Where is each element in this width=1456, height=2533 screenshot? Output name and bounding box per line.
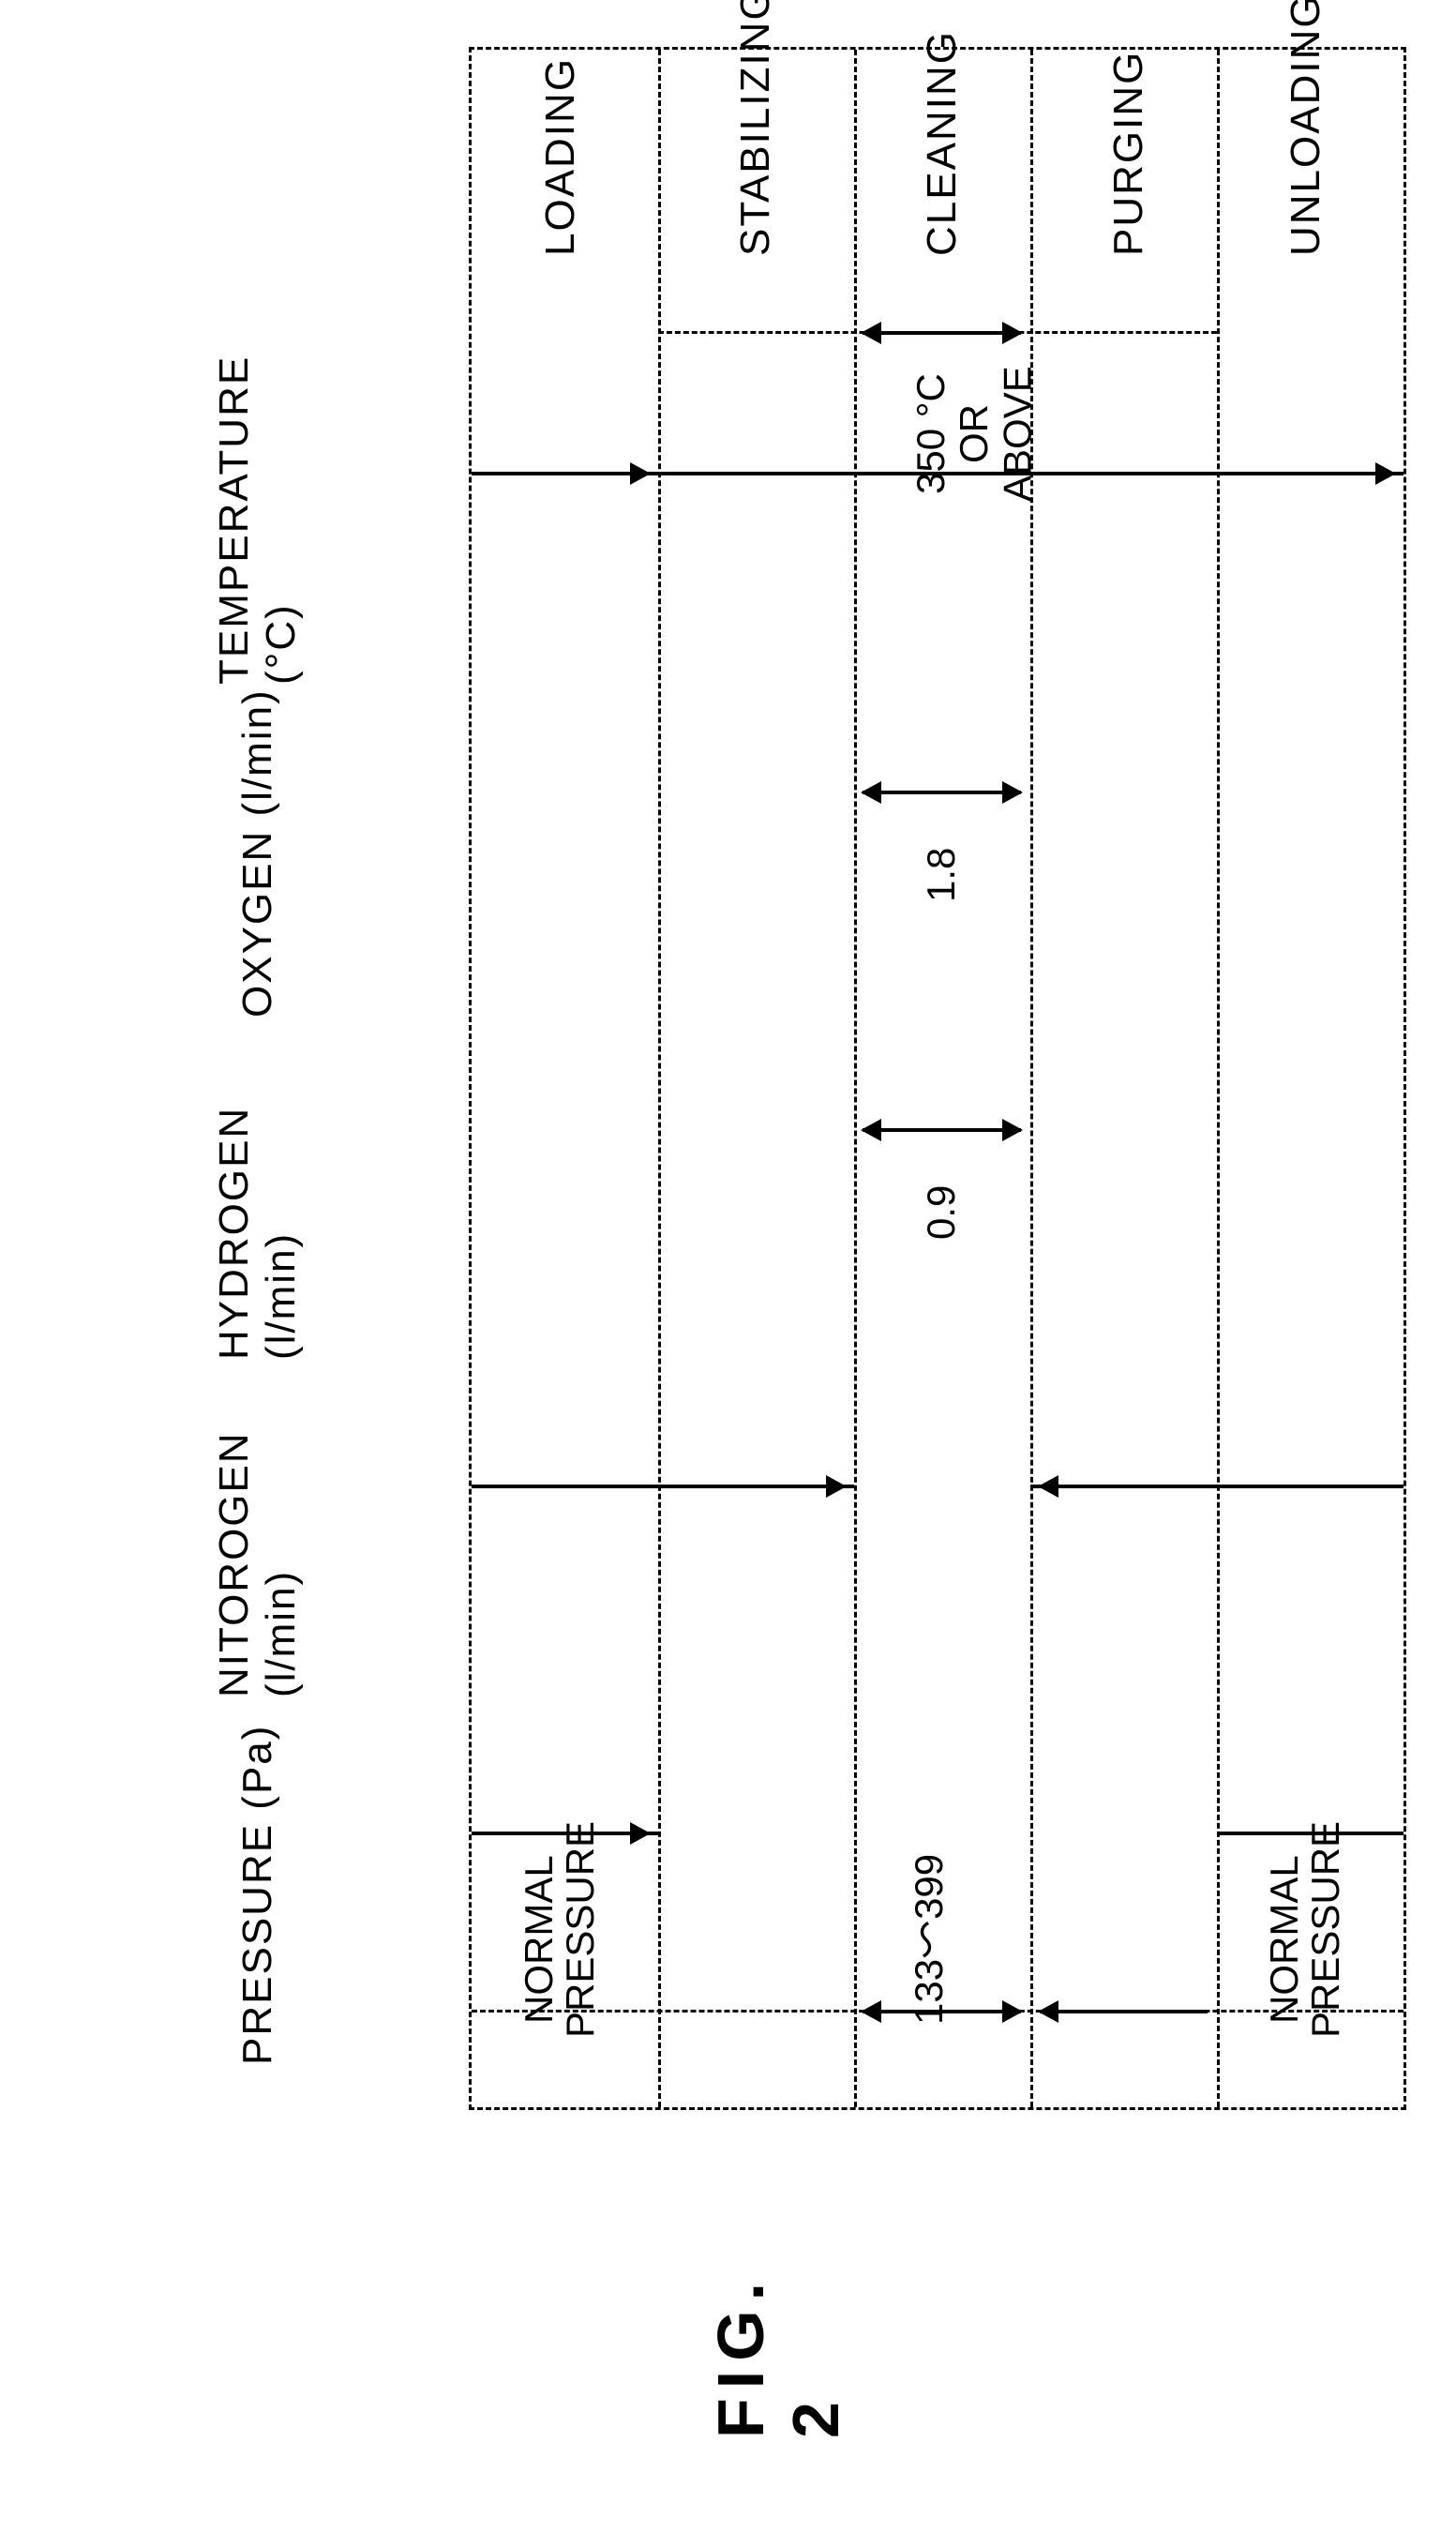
row-label-oxygen: OXYGEN (l/min) bbox=[47, 685, 469, 1022]
phase-purging: PURGING bbox=[1105, 68, 1152, 256]
phase-loading: LOADING bbox=[537, 68, 584, 256]
oxygen-cleaning-arrow bbox=[863, 791, 1021, 794]
phase-unloading: UNLOADING bbox=[1283, 68, 1329, 256]
col-divider-4 bbox=[1217, 50, 1220, 2107]
nitrogen-right-arrow bbox=[1040, 1485, 1394, 1488]
hydrogen-val: 0.9 bbox=[919, 1156, 964, 1269]
row-label-nitrogen: NITOROGEN (l/min) bbox=[47, 1360, 469, 1697]
grid-area: LOADING STABILIZING CLEANING PURGING UNL… bbox=[469, 47, 1406, 2110]
col-divider-1 bbox=[658, 50, 661, 2107]
row-label-pressure: PRESSURE (Pa) bbox=[47, 1697, 469, 2091]
oxygen-val: 1.8 bbox=[919, 819, 964, 931]
row-label-temperature: TEMPERATURE (°C) bbox=[47, 291, 469, 685]
pressure-normal-2: NORMAL PRESSURE bbox=[1264, 1841, 1346, 2038]
chart-area: TEMPERATURE (°C) OXYGEN (l/min) HYDROGEN… bbox=[47, 47, 1409, 2110]
temp-cleaning-arrow bbox=[863, 331, 1021, 335]
hydrogen-cleaning-arrow bbox=[863, 1128, 1021, 1132]
row-labels: TEMPERATURE (°C) OXYGEN (l/min) HYDROGEN… bbox=[47, 47, 469, 2110]
col-divider-2 bbox=[854, 50, 857, 2107]
cleaning-temp-text: 350 °C OR ABOVE bbox=[909, 340, 1040, 528]
pressure-normal-1: NORMAL PRESSURE bbox=[518, 1841, 601, 2038]
phase-cleaning: CLEANING bbox=[919, 68, 966, 256]
temp-loading-arrow bbox=[481, 472, 649, 475]
pressure-cleaning-val: 133～399 bbox=[900, 1841, 957, 2038]
temp-unload-arrow bbox=[1226, 472, 1394, 475]
phase-stabilizing: STABILIZING bbox=[732, 68, 779, 256]
figure-container: TEMPERATURE (°C) OXYGEN (l/min) HYDROGEN… bbox=[47, 47, 1409, 2438]
pressure-purge-arrow bbox=[1040, 2010, 1208, 2013]
figure-caption: FIG. 2 bbox=[703, 2204, 853, 2438]
nitrogen-left-arrow bbox=[481, 1485, 845, 1488]
row-label-hydrogen: HYDROGEN (l/min) bbox=[47, 1022, 469, 1360]
